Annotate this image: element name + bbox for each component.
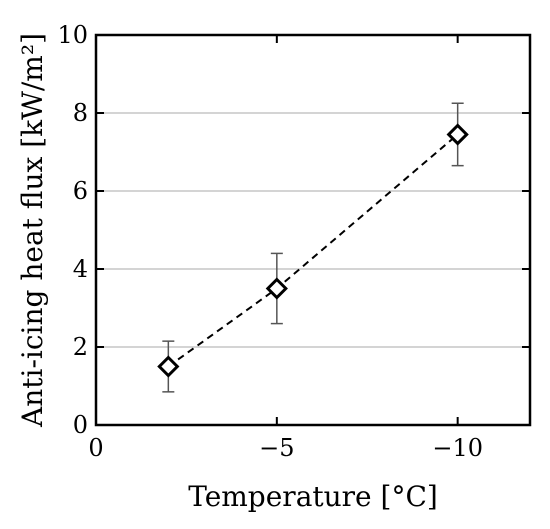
data-series bbox=[157, 102, 469, 393]
x-axis-title: Temperature [°C] bbox=[188, 480, 438, 513]
data-point-diamond bbox=[265, 277, 288, 300]
y-tick-label: 10 bbox=[57, 21, 88, 49]
y-tick-label: 6 bbox=[73, 177, 88, 205]
x-tick-label: −5 bbox=[259, 434, 294, 462]
plot-frame bbox=[94, 33, 532, 427]
y-tick-label: 0 bbox=[73, 411, 88, 439]
series-line bbox=[167, 133, 459, 368]
y-axis-title: Anti-icing heat flux [kW/m²] bbox=[16, 33, 49, 428]
grid-lines bbox=[96, 112, 530, 348]
x-tick-label: 0 bbox=[88, 434, 103, 462]
x-tick-label: −10 bbox=[432, 434, 483, 462]
y-tick-label: 2 bbox=[73, 333, 88, 361]
y-tick-label: 8 bbox=[73, 99, 88, 127]
data-point-diamond bbox=[446, 123, 469, 146]
y-tick-label: 4 bbox=[73, 255, 88, 283]
axis-ticks: 0 2 4 6 8 10 0 −5 −10 bbox=[57, 21, 530, 462]
data-point-diamond bbox=[157, 355, 180, 378]
